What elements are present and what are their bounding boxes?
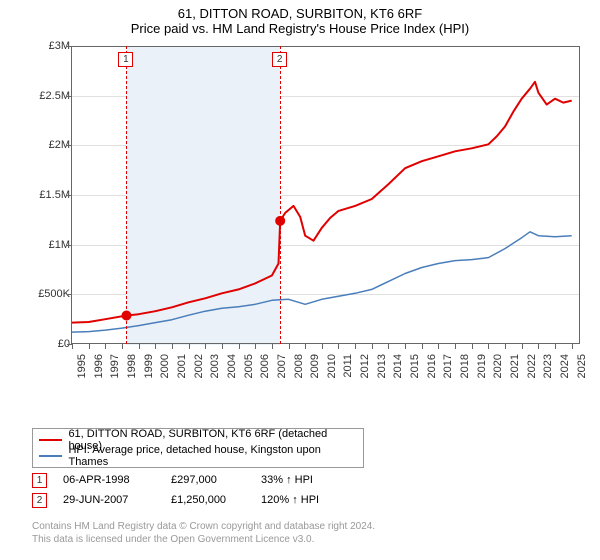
event-date: 06-APR-1998 <box>63 474 171 486</box>
x-tick-mark <box>472 344 473 349</box>
x-tick-mark <box>105 344 106 349</box>
event-marker-icon: 1 <box>32 473 47 488</box>
x-tick-mark <box>555 344 556 349</box>
x-tick-mark <box>172 344 173 349</box>
x-axis-line <box>72 343 580 344</box>
y-tick-label: £2.5M <box>28 90 70 102</box>
y-tick-label: £500K <box>28 288 70 300</box>
x-tick-mark <box>538 344 539 349</box>
x-tick-mark <box>422 344 423 349</box>
x-tick-mark <box>139 344 140 349</box>
footer-line: Contains HM Land Registry data © Crown c… <box>32 520 375 533</box>
x-tick-mark <box>155 344 156 349</box>
legend-swatch <box>39 455 62 457</box>
x-tick-mark <box>488 344 489 349</box>
chart-container: 61, DITTON ROAD, SURBITON, KT6 6RF Price… <box>0 0 600 560</box>
x-tick-mark <box>505 344 506 349</box>
x-tick-mark <box>455 344 456 349</box>
x-tick-mark <box>89 344 90 349</box>
x-tick-mark <box>239 344 240 349</box>
event-row: 2 29-JUN-2007 £1,250,000 120% ↑ HPI <box>32 490 341 510</box>
x-tick-mark <box>305 344 306 349</box>
series-line-price_paid <box>72 82 572 323</box>
event-vline <box>280 46 281 344</box>
x-tick-label: 2025 <box>576 354 600 378</box>
footer-attribution: Contains HM Land Registry data © Crown c… <box>32 520 375 546</box>
y-tick-label: £1.5M <box>28 189 70 201</box>
x-tick-mark <box>255 344 256 349</box>
line-series-svg <box>72 47 580 345</box>
event-marker-box: 2 <box>272 52 287 67</box>
x-tick-mark <box>388 344 389 349</box>
chart-title: 61, DITTON ROAD, SURBITON, KT6 6RF <box>0 0 600 21</box>
event-price: £1,250,000 <box>171 494 261 506</box>
footer-line: This data is licensed under the Open Gov… <box>32 533 375 546</box>
legend-item: HPI: Average price, detached house, King… <box>39 448 357 464</box>
x-tick-mark <box>572 344 573 349</box>
x-tick-mark <box>289 344 290 349</box>
legend-box: 61, DITTON ROAD, SURBITON, KT6 6RF (deta… <box>32 428 364 468</box>
x-tick-mark <box>438 344 439 349</box>
y-tick-label: £1M <box>28 239 70 251</box>
x-tick-mark <box>222 344 223 349</box>
event-pct: 120% ↑ HPI <box>261 494 341 506</box>
legend-label: HPI: Average price, detached house, King… <box>68 444 357 468</box>
x-tick-mark <box>72 344 73 349</box>
y-tick-label: £0 <box>28 338 70 350</box>
x-tick-mark <box>322 344 323 349</box>
y-tick-label: £3M <box>28 40 70 52</box>
x-tick-mark <box>272 344 273 349</box>
x-tick-mark <box>355 344 356 349</box>
event-price: £297,000 <box>171 474 261 486</box>
event-marker-icon: 2 <box>32 493 47 508</box>
chart-area: £0£500K£1M£1.5M£2M£2.5M£3M 1995199619971… <box>32 46 580 384</box>
event-table: 1 06-APR-1998 £297,000 33% ↑ HPI 2 29-JU… <box>32 470 341 510</box>
y-tick-label: £2M <box>28 139 70 151</box>
legend-swatch <box>39 439 62 441</box>
event-marker-box: 1 <box>118 52 133 67</box>
event-date: 29-JUN-2007 <box>63 494 171 506</box>
x-tick-mark <box>338 344 339 349</box>
x-tick-mark <box>522 344 523 349</box>
plot-area <box>72 46 580 344</box>
event-pct: 33% ↑ HPI <box>261 474 341 486</box>
x-tick-mark <box>372 344 373 349</box>
series-line-hpi <box>72 232 572 332</box>
event-vline <box>126 46 127 344</box>
x-tick-mark <box>122 344 123 349</box>
x-tick-mark <box>205 344 206 349</box>
event-row: 1 06-APR-1998 £297,000 33% ↑ HPI <box>32 470 341 490</box>
x-tick-mark <box>405 344 406 349</box>
chart-subtitle: Price paid vs. HM Land Registry's House … <box>0 21 600 40</box>
x-tick-mark <box>189 344 190 349</box>
